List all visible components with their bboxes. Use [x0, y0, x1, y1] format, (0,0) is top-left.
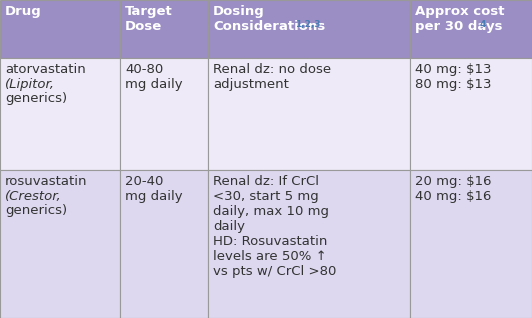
Bar: [208, 170, 410, 318]
Text: generics): generics): [5, 93, 67, 106]
Bar: [120, 170, 208, 318]
Text: 20-40
mg daily: 20-40 mg daily: [125, 175, 182, 203]
Text: Target
Dose: Target Dose: [125, 5, 173, 33]
Bar: [208, 58, 410, 170]
Bar: [410, 0, 532, 58]
Text: rosuvastatin: rosuvastatin: [5, 175, 87, 188]
Bar: [410, 58, 532, 170]
Text: Approx cost
per 30 days: Approx cost per 30 days: [415, 5, 504, 33]
Text: 20 mg: $16
40 mg: $16: 20 mg: $16 40 mg: $16: [415, 175, 492, 203]
Text: 40-80
mg daily: 40-80 mg daily: [125, 63, 182, 91]
Text: Drug: Drug: [5, 5, 41, 18]
Text: (Crestor,: (Crestor,: [5, 190, 62, 203]
Text: Dosing
Considerations: Dosing Considerations: [213, 5, 325, 33]
Text: Renal dz: If CrCl
<30, start 5 mg
daily, max 10 mg
daily
HD: Rosuvastatin
levels: Renal dz: If CrCl <30, start 5 mg daily,…: [213, 175, 336, 278]
Text: 40 mg: $13
80 mg: $13: 40 mg: $13 80 mg: $13: [415, 63, 492, 91]
Bar: [120, 0, 208, 58]
Text: 4: 4: [480, 20, 486, 29]
Bar: [0, 170, 120, 318]
Bar: [0, 0, 120, 58]
Bar: [0, 58, 120, 170]
Text: atorvastatin: atorvastatin: [5, 63, 86, 76]
Bar: [120, 58, 208, 170]
Text: 1,2,3: 1,2,3: [295, 20, 321, 29]
Text: Renal dz: no dose
adjustment: Renal dz: no dose adjustment: [213, 63, 331, 91]
Bar: [410, 170, 532, 318]
Bar: [208, 0, 410, 58]
Text: (Lipitor,: (Lipitor,: [5, 78, 55, 91]
Text: generics): generics): [5, 204, 67, 218]
